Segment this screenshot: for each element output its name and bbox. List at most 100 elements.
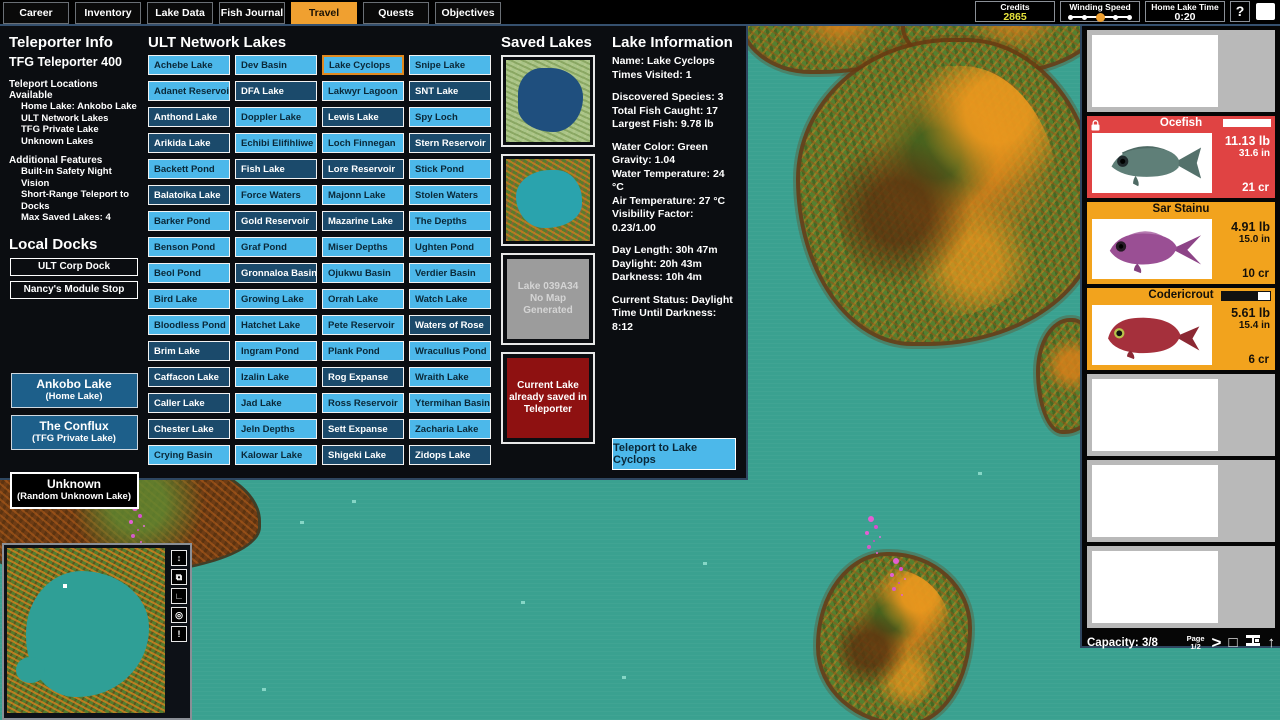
lake-button[interactable]: Chester Lake xyxy=(148,419,230,439)
lake-button[interactable]: Gronnaloa Basin xyxy=(235,263,317,283)
lake-button[interactable]: Balatoika Lake xyxy=(148,185,230,205)
lake-button[interactable]: Lore Reservoir xyxy=(322,159,404,179)
lake-button[interactable]: Lakwyr Lagoon xyxy=(322,81,404,101)
lake-button[interactable]: Gold Reservoir xyxy=(235,211,317,231)
lake-button[interactable]: The Depths xyxy=(409,211,491,231)
slider-dot[interactable] xyxy=(1127,14,1132,20)
lake-button[interactable]: Beol Pond xyxy=(148,263,230,283)
center-icon[interactable]: ◎ xyxy=(171,607,187,623)
lake-button[interactable]: Dev Basin xyxy=(235,55,317,75)
winding-speed-slider[interactable] xyxy=(1061,12,1139,22)
lake-button[interactable]: Caller Lake xyxy=(148,393,230,413)
lake-button[interactable]: Hatchet Lake xyxy=(235,315,317,335)
lake-button[interactable]: Lake Cyclops xyxy=(322,55,404,75)
lake-button[interactable]: Lewis Lake xyxy=(322,107,404,127)
lake-button[interactable]: Orrah Lake xyxy=(322,289,404,309)
lake-button[interactable]: Loch Finnegan xyxy=(322,133,404,153)
lake-button[interactable]: Zacharia Lake xyxy=(409,419,491,439)
lake-button[interactable]: DFA Lake xyxy=(235,81,317,101)
lake-button[interactable]: SNT Lake xyxy=(409,81,491,101)
home-lake-button[interactable]: Ankobo Lake (Home Lake) xyxy=(10,372,138,408)
layers-icon[interactable]: ⧉ xyxy=(171,569,187,585)
lake-button[interactable]: Plank Pond xyxy=(322,341,404,361)
tab-lake-data[interactable]: Lake Data xyxy=(147,2,213,24)
tab-travel[interactable]: Travel xyxy=(291,2,357,24)
lake-button[interactable]: Zidops Lake xyxy=(409,445,491,465)
lake-button[interactable]: Kalowar Lake xyxy=(235,445,317,465)
lake-button[interactable]: Bird Lake xyxy=(148,289,230,309)
lake-button[interactable]: Snipe Lake xyxy=(409,55,491,75)
lake-button[interactable]: Backett Pond xyxy=(148,159,230,179)
lake-button[interactable]: Echibi Elifihliwe xyxy=(235,133,317,153)
tab-fish-journal[interactable]: Fish Journal xyxy=(219,2,285,24)
lake-button[interactable]: Stolen Waters xyxy=(409,185,491,205)
lake-button[interactable]: Adanet Reservoir xyxy=(148,81,230,101)
lake-button[interactable]: Caffacon Lake xyxy=(148,367,230,387)
lake-button[interactable]: Verdier Basin xyxy=(409,263,491,283)
lake-button[interactable]: Fish Lake xyxy=(235,159,317,179)
lake-button[interactable]: Pete Reservoir xyxy=(322,315,404,335)
lake-button[interactable]: Benson Pond xyxy=(148,237,230,257)
slider-dot-active[interactable] xyxy=(1095,12,1105,22)
save-current-lake-slot[interactable]: Current Lake already saved in Teleporter xyxy=(501,352,595,444)
next-page-button[interactable]: > xyxy=(1211,633,1222,652)
slider-dot[interactable] xyxy=(1068,14,1073,20)
lake-button[interactable]: Stick Pond xyxy=(409,159,491,179)
lake-button[interactable]: Doppler Lake xyxy=(235,107,317,127)
saved-lake-slot-1[interactable] xyxy=(501,55,595,147)
lake-button[interactable]: Miser Depths xyxy=(322,237,404,257)
lake-button[interactable]: Stern Reservoir xyxy=(409,133,491,153)
up-arrow-button[interactable]: ↑ xyxy=(1267,634,1276,651)
lake-button[interactable]: Spy Loch xyxy=(409,107,491,127)
teleport-button[interactable]: Teleport to Lake Cyclops xyxy=(612,438,736,470)
slider-dot[interactable] xyxy=(1081,14,1087,20)
window-toggle-button[interactable] xyxy=(1256,3,1275,20)
lake-button[interactable]: Ughten Pond xyxy=(409,237,491,257)
saved-lake-slot-3[interactable]: Lake 039A34 No Map Generated xyxy=(501,253,595,345)
empty-fish-slot[interactable] xyxy=(1087,460,1275,542)
lake-button[interactable]: Majonn Lake xyxy=(322,185,404,205)
lake-button[interactable]: Crying Basin xyxy=(148,445,230,465)
lake-button[interactable]: Mazarine Lake xyxy=(322,211,404,231)
lake-button[interactable]: Force Waters xyxy=(235,185,317,205)
lock-icon[interactable] xyxy=(1091,118,1100,136)
lake-button[interactable]: Ytermihan Basin xyxy=(409,393,491,413)
lake-button[interactable]: Ingram Pond xyxy=(235,341,317,361)
lake-button[interactable]: Anthond Lake xyxy=(148,107,230,127)
square-icon-button[interactable]: □ xyxy=(1228,634,1238,651)
lake-button[interactable]: Barker Pond xyxy=(148,211,230,231)
lake-button[interactable]: Jad Lake xyxy=(235,393,317,413)
resize-icon[interactable]: ↕ xyxy=(171,550,187,566)
empty-fish-slot[interactable] xyxy=(1087,30,1275,112)
lake-button[interactable]: Growing Lake xyxy=(235,289,317,309)
tab-career[interactable]: Career xyxy=(3,2,69,24)
lake-button[interactable]: Graf Pond xyxy=(235,237,317,257)
ruler-icon[interactable]: ∟ xyxy=(171,588,187,604)
empty-fish-slot[interactable] xyxy=(1087,546,1275,628)
tab-quests[interactable]: Quests xyxy=(363,2,429,24)
tab-objectives[interactable]: Objectives xyxy=(435,2,501,24)
empty-fish-slot[interactable] xyxy=(1087,374,1275,456)
lake-button[interactable]: Jeln Depths xyxy=(235,419,317,439)
fish-card-codericrout[interactable]: Codericrout 5.61 lb 15.4 in 6 cr xyxy=(1087,288,1275,370)
lake-button[interactable]: Arikida Lake xyxy=(148,133,230,153)
lake-button[interactable]: Waters of Rose xyxy=(409,315,491,335)
tab-inventory[interactable]: Inventory xyxy=(75,2,141,24)
minimap-view[interactable] xyxy=(7,548,165,713)
sort-transfer-button[interactable] xyxy=(1245,634,1261,651)
private-lake-button[interactable]: The Conflux (TFG Private Lake) xyxy=(10,414,138,450)
fish-card-sar-stainu[interactable]: Sar Stainu 4.91 lb 15.0 in 10 cr xyxy=(1087,202,1275,284)
help-button[interactable]: ? xyxy=(1230,1,1250,22)
lake-button[interactable]: Watch Lake xyxy=(409,289,491,309)
lake-button[interactable]: Wracullus Pond xyxy=(409,341,491,361)
lake-button[interactable]: Shigeki Lake xyxy=(322,445,404,465)
alert-icon[interactable]: ! xyxy=(171,626,187,642)
fish-card-ocefish[interactable]: Ocefish 11.13 lb 31.6 in 21 cr xyxy=(1087,116,1275,198)
slider-dot[interactable] xyxy=(1113,14,1119,20)
lake-button[interactable]: Ojukwu Basin xyxy=(322,263,404,283)
unknown-lake-button[interactable]: Unknown (Random Unknown Lake) xyxy=(9,471,139,509)
lake-button[interactable]: Ross Reservoir xyxy=(322,393,404,413)
lake-button[interactable]: Izalin Lake xyxy=(235,367,317,387)
dock-button[interactable]: Nancy's Module Stop xyxy=(10,280,138,299)
saved-lake-slot-2[interactable] xyxy=(501,154,595,246)
